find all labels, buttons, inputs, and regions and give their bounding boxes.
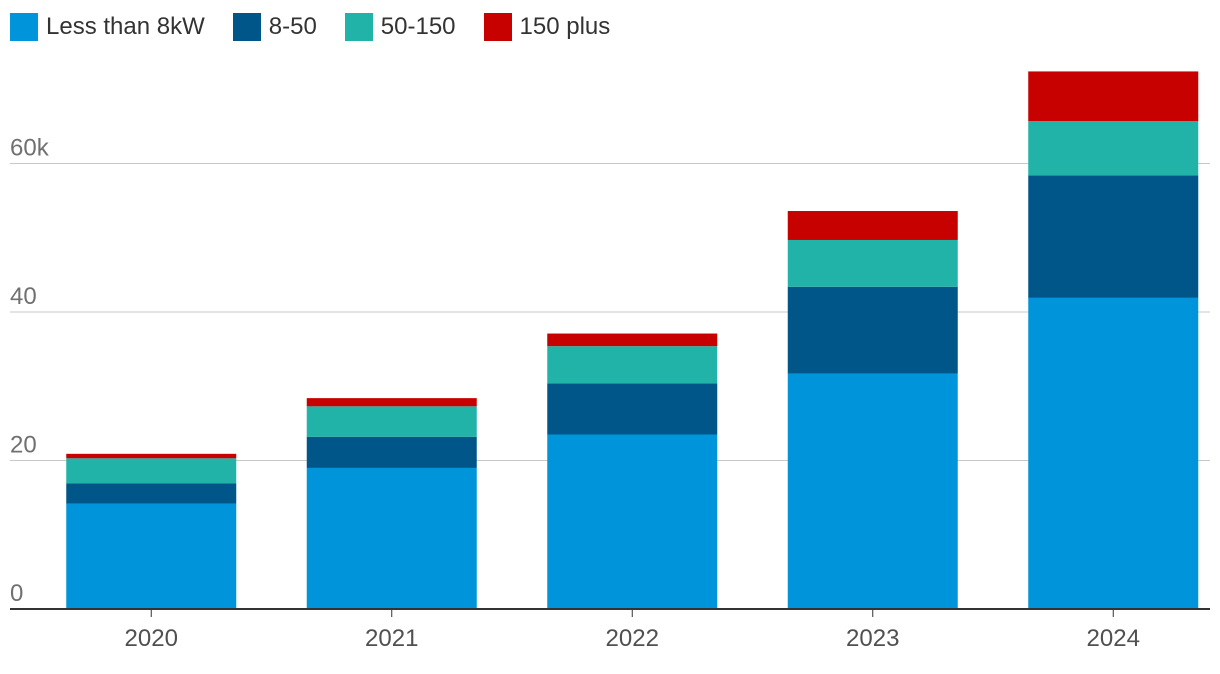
bar-segment — [66, 483, 237, 504]
x-tick-label: 2022 — [606, 625, 659, 652]
y-tick-label: 40 — [10, 283, 37, 310]
bar-segment — [547, 434, 718, 609]
bar-segment — [1028, 175, 1199, 298]
bar-segment — [1028, 121, 1199, 176]
bar-segment — [1028, 297, 1199, 609]
bar-segment — [547, 383, 718, 435]
legend-swatch — [232, 13, 261, 41]
x-tick-label: 2023 — [846, 625, 899, 652]
bar-segment — [547, 346, 718, 384]
x-tick-label: 2021 — [365, 625, 418, 652]
y-tick-label: 60k — [10, 135, 50, 162]
bar-segment — [1028, 71, 1199, 122]
legend-swatch — [483, 13, 512, 41]
legend-label: 150 plus — [519, 13, 611, 40]
bar-segment — [787, 239, 958, 287]
legend-label: Less than 8kW — [46, 13, 205, 40]
bar-segment — [66, 453, 237, 459]
bar-segment — [787, 211, 958, 240]
legend-label: 8-50 — [268, 13, 317, 40]
x-tick-label: 2020 — [125, 625, 178, 652]
bar-segment — [306, 398, 477, 407]
y-tick-label: 20 — [10, 432, 37, 459]
bar-segment — [306, 436, 477, 468]
legend-item: 150 plus — [483, 13, 611, 41]
legend-item: 8-50 — [232, 13, 317, 41]
bar-segment — [306, 406, 477, 437]
legend-label: 50-150 — [380, 13, 456, 40]
bar-segment — [547, 333, 718, 347]
legend-item: 50-150 — [344, 13, 456, 41]
legend: Less than 8kW 8-50 50-150 150 plus — [10, 10, 610, 44]
bar-segment — [66, 458, 237, 484]
bar-segment — [787, 286, 958, 374]
bar-segment — [787, 373, 958, 609]
bar-segment — [306, 467, 477, 609]
legend-swatch — [10, 13, 38, 41]
y-tick-label: 0 — [10, 580, 23, 607]
x-tick-label: 2024 — [1087, 625, 1140, 652]
legend-swatch — [344, 13, 373, 41]
bar-segment — [66, 503, 237, 609]
legend-item: Less than 8kW — [10, 13, 205, 41]
